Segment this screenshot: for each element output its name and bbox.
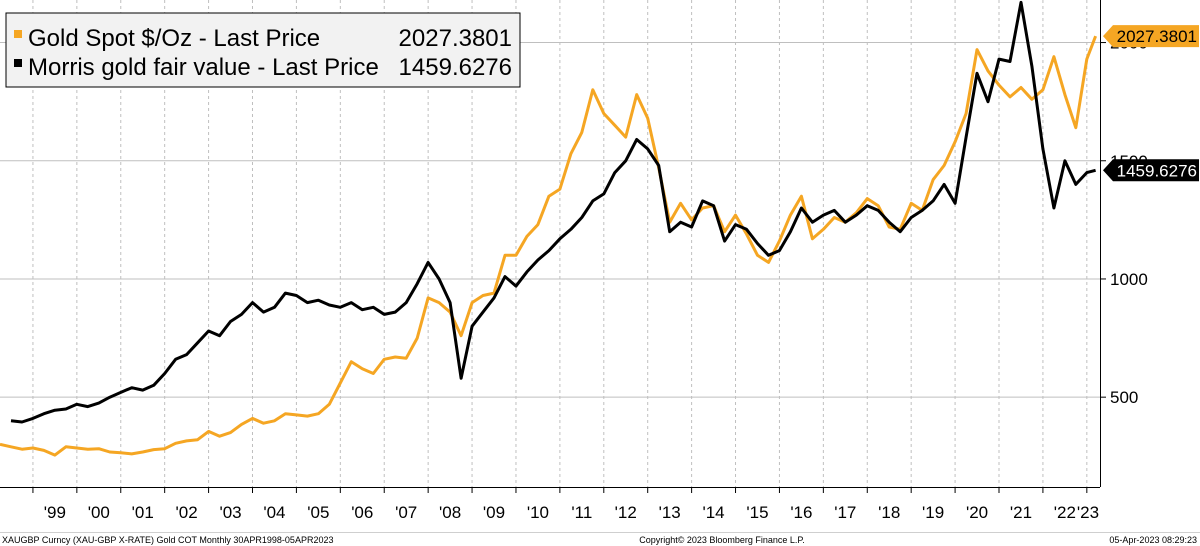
legend-label-gold: Gold Spot $/Oz - Last Price xyxy=(28,25,320,52)
footer-copyright: Copyright© 2023 Bloomberg Finance L.P. xyxy=(639,535,805,545)
x-tick-label-2002: '02 xyxy=(176,503,198,522)
x-tick-label-2013: '13 xyxy=(659,503,681,522)
x-tick-label-2011: '11 xyxy=(571,503,592,522)
y-axis-ticks: 500100015002000 xyxy=(1100,34,1148,407)
x-tick-label-2005: '05 xyxy=(307,503,329,522)
x-tick-label-2023: '23 xyxy=(1077,503,1099,522)
legend-box xyxy=(5,12,521,88)
y-tick-label-500: 500 xyxy=(1110,388,1138,407)
x-tick-label-2004: '04 xyxy=(263,503,285,522)
x-tick-label-1999: '99 xyxy=(44,503,66,522)
x-tick-label-2008: '08 xyxy=(439,503,461,522)
legend-swatch-fair-value xyxy=(14,59,22,67)
legend-value-gold: 2027.3801 xyxy=(399,25,512,52)
footer-source: XAUGBP Curncy (XAU-GBP X-RATE) Gold COT … xyxy=(2,535,333,545)
x-tick-label-2006: '06 xyxy=(351,503,373,522)
legend-label-fair-value: Morris gold fair value - Last Price xyxy=(28,54,379,81)
x-tick-label-2015: '15 xyxy=(746,503,768,522)
x-tick-label-2014: '14 xyxy=(702,503,724,522)
last-value-tag-gold xyxy=(1103,25,1199,48)
x-tick-label-2019: '19 xyxy=(922,503,944,522)
last-value-tags: 2027.3801 1459.6276 xyxy=(1103,25,1199,182)
footer-timestamp: 05-Apr-2023 08:29:23 xyxy=(1109,535,1197,545)
x-tick-label-2012: '12 xyxy=(615,503,637,522)
series-line-morris-fair-value xyxy=(10,0,1096,424)
x-tick-label-2021: '21 xyxy=(1010,503,1032,522)
series-layer xyxy=(0,0,1098,457)
x-tick-label-2003: '03 xyxy=(219,503,241,522)
x-tick-label-2001: '01 xyxy=(132,503,154,522)
last-value-tag-fair-value xyxy=(1103,159,1199,182)
x-tick-label-2017: '17 xyxy=(834,503,856,522)
x-tick-label-2018: '18 xyxy=(878,503,900,522)
series-line-gold-spot xyxy=(0,35,1098,457)
legend-swatch-gold xyxy=(14,30,22,38)
x-tick-label-2009: '09 xyxy=(483,503,505,522)
last-value-tag-gold-text: 2027.3801 xyxy=(1117,27,1197,46)
x-tick-label-2020: '20 xyxy=(966,503,988,522)
x-axis-ticks: '99 '00 '01 '02 '03 '04 '05 '06 '07 '08 '09 '10 '11 '… xyxy=(32,487,1099,522)
legend-value-fair-value: 1459.6276 xyxy=(399,54,512,81)
x-tick-label-2007: '07 xyxy=(395,503,417,522)
x-tick-label-2022: '22 xyxy=(1054,503,1076,522)
y-tick-label-1000: 1000 xyxy=(1110,270,1148,289)
x-tick-label-2016: '16 xyxy=(790,503,812,522)
x-tick-label-2010: '10 xyxy=(527,503,549,522)
last-value-tag-fair-value-text: 1459.6276 xyxy=(1117,161,1197,180)
x-tick-label-2000: '00 xyxy=(88,503,110,522)
legend: Gold Spot $/Oz - Last Price 2027.3801 Mo… xyxy=(5,12,521,88)
